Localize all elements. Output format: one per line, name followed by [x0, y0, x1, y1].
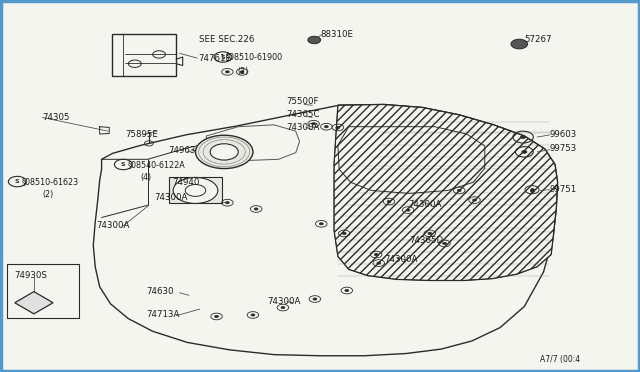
Bar — [113, 34, 176, 76]
Circle shape — [319, 223, 323, 225]
Bar — [7, 264, 79, 318]
Text: §08510-61623: §08510-61623 — [21, 177, 78, 186]
Circle shape — [387, 201, 391, 203]
Text: S: S — [221, 55, 225, 60]
Circle shape — [210, 144, 238, 160]
Text: 74300A: 74300A — [268, 297, 301, 306]
Text: (2): (2) — [237, 67, 248, 76]
Text: 74963: 74963 — [169, 146, 196, 155]
Circle shape — [225, 71, 229, 73]
Circle shape — [251, 314, 255, 316]
Circle shape — [522, 150, 527, 153]
Text: 99751: 99751 — [550, 185, 577, 194]
Circle shape — [240, 71, 244, 73]
Circle shape — [520, 136, 525, 138]
Text: (2): (2) — [42, 190, 54, 199]
Text: SEE SEC.226: SEE SEC.226 — [198, 35, 254, 44]
Text: 74300A: 74300A — [384, 255, 417, 264]
Circle shape — [281, 307, 285, 309]
Circle shape — [195, 135, 253, 169]
Circle shape — [472, 199, 476, 201]
Polygon shape — [169, 177, 222, 203]
Circle shape — [336, 126, 340, 129]
Circle shape — [406, 209, 410, 211]
Text: 74300A: 74300A — [287, 123, 320, 132]
Circle shape — [173, 177, 218, 203]
Text: 74300A: 74300A — [154, 193, 188, 202]
Circle shape — [254, 208, 258, 210]
Circle shape — [345, 289, 349, 292]
Circle shape — [313, 298, 317, 300]
Circle shape — [342, 232, 346, 235]
Text: 74930S: 74930S — [15, 271, 47, 280]
Circle shape — [225, 202, 229, 204]
Circle shape — [374, 253, 378, 256]
Text: 74630: 74630 — [147, 287, 174, 296]
Circle shape — [324, 126, 328, 128]
Circle shape — [377, 262, 381, 264]
Text: 74940: 74940 — [172, 178, 199, 187]
Circle shape — [312, 123, 316, 125]
Text: 88310E: 88310E — [320, 29, 353, 39]
Text: S: S — [15, 179, 20, 184]
Text: 75895E: 75895E — [125, 129, 158, 139]
Text: 74713A: 74713A — [147, 311, 180, 320]
Text: §08540-6122A: §08540-6122A — [127, 160, 185, 169]
Text: 99603: 99603 — [550, 130, 577, 140]
Text: 74365D: 74365D — [410, 236, 444, 246]
Text: S: S — [121, 162, 125, 167]
Text: A7/7 (00:4: A7/7 (00:4 — [540, 355, 580, 364]
Circle shape — [458, 189, 461, 192]
Text: 74761E: 74761E — [198, 54, 232, 62]
Circle shape — [428, 232, 432, 235]
Text: 99753: 99753 — [550, 144, 577, 153]
Circle shape — [214, 315, 218, 318]
Polygon shape — [15, 292, 53, 314]
Circle shape — [443, 242, 447, 244]
Text: §08510-61900: §08510-61900 — [225, 52, 283, 61]
Circle shape — [308, 36, 321, 44]
Text: 74305: 74305 — [42, 113, 70, 122]
Text: 75500F: 75500F — [287, 97, 319, 106]
Text: 74365C: 74365C — [287, 110, 320, 119]
Polygon shape — [334, 105, 557, 280]
Text: 74300A: 74300A — [97, 221, 130, 230]
Text: (4): (4) — [140, 173, 151, 182]
Text: 57267: 57267 — [524, 35, 552, 44]
Text: 74300A: 74300A — [408, 200, 442, 209]
Circle shape — [511, 39, 527, 49]
